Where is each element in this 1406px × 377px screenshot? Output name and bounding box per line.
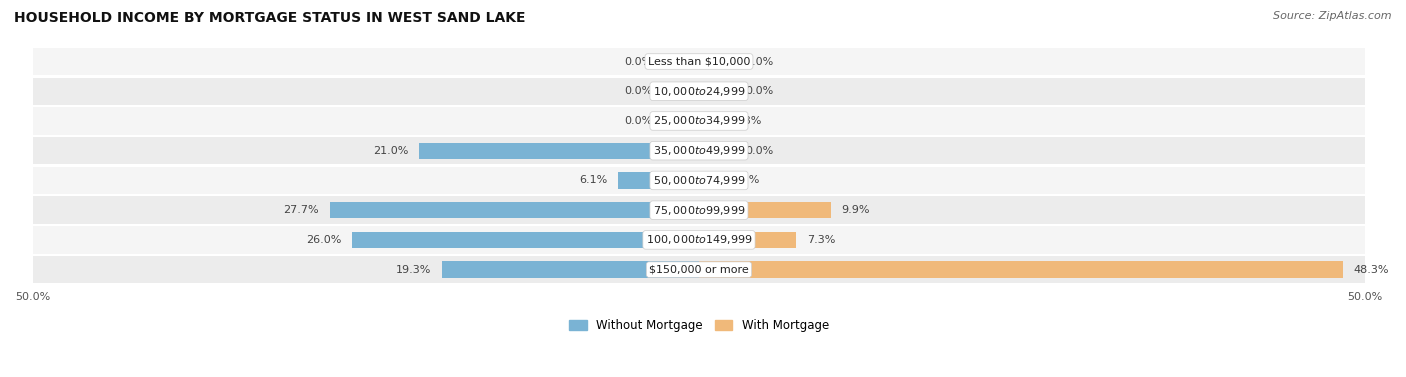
Text: Source: ZipAtlas.com: Source: ZipAtlas.com (1274, 11, 1392, 21)
Bar (419, 143, 699, 159)
Bar (699, 232, 796, 248)
Text: 0.0%: 0.0% (624, 116, 652, 126)
Text: 0.0%: 0.0% (745, 86, 773, 96)
Bar (330, 202, 699, 218)
Bar (353, 232, 699, 248)
Text: HOUSEHOLD INCOME BY MORTGAGE STATUS IN WEST SAND LAKE: HOUSEHOLD INCOME BY MORTGAGE STATUS IN W… (14, 11, 526, 25)
Text: $150,000 or more: $150,000 or more (650, 265, 749, 274)
Text: 6.1%: 6.1% (579, 175, 607, 185)
Bar (32, 137, 1365, 164)
Bar (32, 78, 1365, 105)
Bar (699, 172, 721, 188)
Text: 0.0%: 0.0% (624, 57, 652, 66)
Text: Less than $10,000: Less than $10,000 (648, 57, 751, 66)
Text: 0.0%: 0.0% (745, 146, 773, 156)
Bar (699, 262, 1343, 278)
Text: 26.0%: 26.0% (307, 235, 342, 245)
Text: $35,000 to $49,999: $35,000 to $49,999 (652, 144, 745, 157)
Bar (699, 113, 723, 129)
Bar (32, 196, 1365, 224)
Legend: Without Mortgage, With Mortgage: Without Mortgage, With Mortgage (564, 314, 834, 337)
Text: 0.0%: 0.0% (624, 86, 652, 96)
Text: 1.8%: 1.8% (734, 116, 762, 126)
Bar (32, 167, 1365, 194)
Text: $50,000 to $74,999: $50,000 to $74,999 (652, 174, 745, 187)
Bar (441, 262, 699, 278)
Bar (699, 202, 831, 218)
Text: 1.7%: 1.7% (733, 175, 761, 185)
Text: $75,000 to $99,999: $75,000 to $99,999 (652, 204, 745, 217)
Bar (32, 256, 1365, 283)
Text: 21.0%: 21.0% (373, 146, 408, 156)
Bar (32, 48, 1365, 75)
Text: $25,000 to $34,999: $25,000 to $34,999 (652, 115, 745, 127)
Text: $10,000 to $24,999: $10,000 to $24,999 (652, 85, 745, 98)
Text: 27.7%: 27.7% (284, 205, 319, 215)
Text: 0.0%: 0.0% (745, 57, 773, 66)
Bar (32, 226, 1365, 254)
Bar (617, 172, 699, 188)
Text: $100,000 to $149,999: $100,000 to $149,999 (645, 233, 752, 247)
Bar (32, 107, 1365, 135)
Text: 19.3%: 19.3% (395, 265, 432, 274)
Text: 9.9%: 9.9% (842, 205, 870, 215)
Text: 7.3%: 7.3% (807, 235, 835, 245)
Text: 48.3%: 48.3% (1354, 265, 1389, 274)
